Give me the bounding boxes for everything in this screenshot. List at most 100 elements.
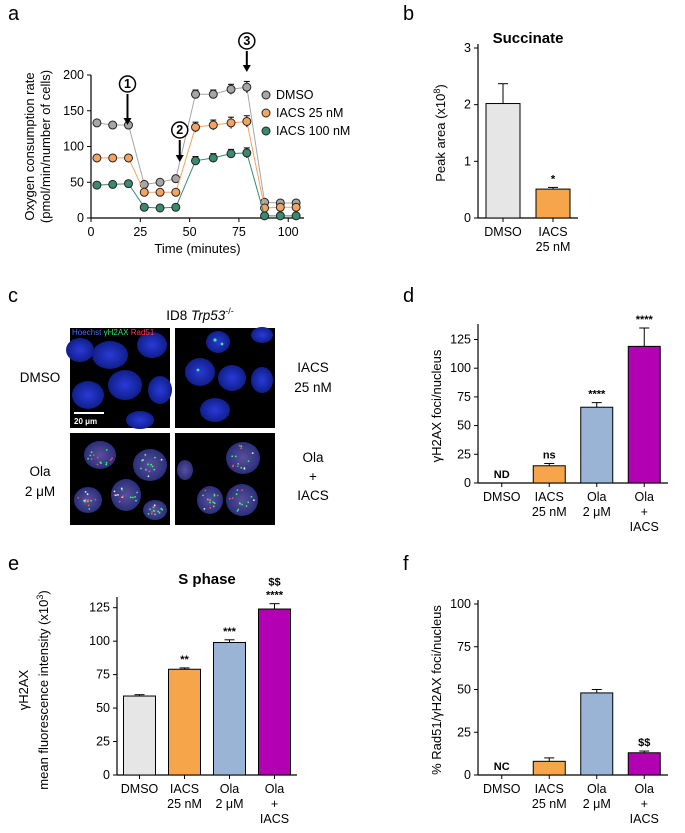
bar — [213, 641, 246, 776]
foci-dot — [236, 510, 239, 512]
data-point — [123, 179, 133, 189]
x-tick-label: 25 — [133, 225, 147, 239]
y-tick-label: 200 — [63, 68, 84, 82]
stain-labels: Hoechst γH2AX Rad51 — [72, 328, 155, 337]
foci-dot — [153, 504, 156, 507]
data-point — [92, 118, 102, 128]
data-point — [139, 202, 149, 212]
data-point — [191, 122, 201, 132]
foci-dot — [202, 494, 204, 497]
significance-label: $$ — [638, 737, 650, 749]
foci-dot — [251, 452, 254, 454]
category-label: 2 μM — [583, 505, 611, 519]
chart-title: Succinate — [493, 30, 564, 47]
foci-dot — [245, 505, 248, 507]
foci-dot — [150, 512, 153, 515]
data-point — [108, 179, 118, 189]
foci-dot — [158, 511, 161, 514]
row-label-olaiacs-line2: + — [309, 469, 317, 484]
y-tick-label: 75 — [457, 640, 471, 654]
panel-letter-b: b — [403, 3, 414, 25]
foci-dot — [240, 447, 243, 450]
y-tick-label: 0 — [77, 211, 84, 225]
significance-label: **** — [588, 389, 606, 401]
foci-dot — [216, 494, 219, 497]
foci-dot — [84, 491, 87, 493]
series-iacs-25-nm — [92, 115, 301, 213]
y-tick-label: 100 — [450, 361, 471, 375]
bar — [535, 188, 571, 219]
foci-dot — [228, 497, 231, 500]
category-label: + — [641, 505, 648, 519]
foci-dot — [87, 504, 90, 507]
data-point — [92, 153, 102, 163]
y-tick-label: 25 — [457, 447, 471, 461]
y-axis-label-line1: γH2AX — [16, 669, 31, 710]
foci-dot — [235, 493, 238, 496]
data-point — [226, 118, 236, 128]
y-axis-label-line1: Oxygen consumption rate — [22, 72, 37, 220]
legend-label: IACS 100 nM — [276, 124, 350, 138]
category-label: 25 nM — [167, 797, 202, 811]
data-point — [208, 153, 218, 163]
bar — [532, 465, 566, 484]
significance-label: NC — [494, 761, 510, 773]
foci-dot — [213, 502, 216, 505]
series-dmso — [92, 80, 301, 208]
y-axis-label: % Rad51/γH2AX foci/nucleus — [429, 605, 444, 775]
foci-dot — [118, 500, 121, 503]
data-point — [155, 177, 165, 187]
foci-dot — [88, 508, 91, 510]
foci-dot — [157, 510, 160, 513]
scale-bar-label: 20 μm — [74, 417, 97, 426]
injection-label: 1 — [124, 77, 131, 91]
foci-dot — [160, 507, 163, 510]
bar — [123, 695, 156, 776]
bar — [627, 345, 661, 484]
panel-letter-e: e — [8, 553, 19, 575]
significance-label-2: $$ — [268, 577, 280, 589]
data-point — [155, 203, 165, 213]
panel-letter-c: c — [8, 285, 18, 307]
category-label: IACS — [260, 812, 289, 826]
micro-image-iacs — [175, 327, 275, 428]
foci-dot — [90, 458, 93, 460]
injection-label: 3 — [243, 34, 250, 48]
data-point — [291, 202, 301, 212]
data-point — [226, 149, 236, 159]
category-label: DMSO — [483, 490, 521, 504]
y-tick-label: 75 — [96, 668, 110, 682]
microscopy-panel: ID8 Trp53-/- 20 μm Hoechst γH2AX Rad51 — [20, 306, 332, 525]
foci-dot — [213, 493, 216, 496]
foci-dot — [140, 467, 142, 470]
y-tick-label: 50 — [457, 683, 471, 697]
legend-marker — [261, 126, 271, 136]
foci-dot — [117, 494, 119, 496]
foci-dot — [105, 463, 108, 466]
foci-dot — [213, 494, 216, 497]
data-point — [139, 187, 149, 197]
foci-dot — [154, 456, 156, 459]
foci-dot — [113, 494, 116, 496]
data-point — [242, 116, 252, 126]
legend-marker — [261, 108, 271, 118]
foci-dot — [90, 499, 92, 502]
foci-dot — [208, 499, 211, 502]
foci-dot — [247, 460, 250, 462]
foci-dot — [122, 495, 124, 498]
foci-dot — [105, 449, 108, 451]
foci-dot — [241, 503, 244, 506]
data-point — [226, 84, 236, 94]
panel-letter-a: a — [8, 3, 20, 25]
category-label: IACS — [535, 782, 564, 796]
injection-arrow-head — [242, 65, 251, 72]
foci-dot — [111, 457, 113, 460]
foci-dot — [145, 468, 147, 471]
legend-label: DMSO — [276, 88, 314, 102]
category-label: DMSO — [483, 782, 521, 796]
y-tick-label: 125 — [450, 332, 471, 346]
